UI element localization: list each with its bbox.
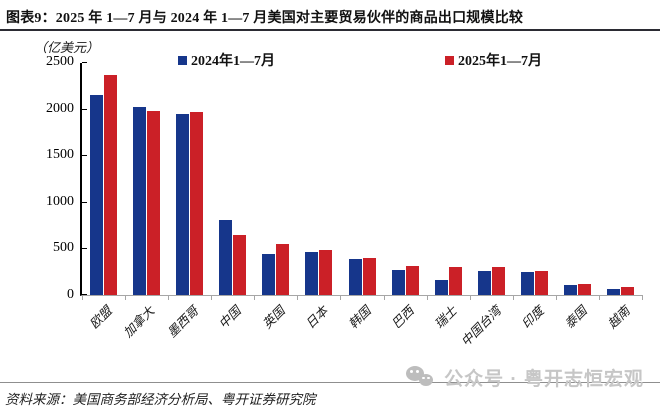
y-tick-mark xyxy=(82,294,87,295)
bar-group xyxy=(384,63,427,295)
bar xyxy=(362,258,376,295)
bar-group xyxy=(340,63,383,295)
y-tick-mark xyxy=(82,201,87,203)
bar xyxy=(448,267,462,295)
bar xyxy=(434,280,448,295)
bar xyxy=(520,272,534,295)
bar-group xyxy=(254,63,297,295)
bar xyxy=(348,259,362,295)
y-tick-label: 0 xyxy=(67,287,74,302)
x-tick-mark xyxy=(555,295,557,300)
x-category-label: 中国 xyxy=(216,303,245,332)
chart-legend: 2024年1—7月 2025年1—7月 xyxy=(178,50,542,70)
bar xyxy=(491,266,505,295)
bar xyxy=(219,219,233,295)
x-axis-labels: 欧盟 加拿大 墨西哥 中国 英国 日本 韩国 巴西 瑞士 中国台湾 印度 泰国 越南 xyxy=(82,63,642,349)
watermark-text: 公众号 · 粤开志恒宏观 xyxy=(444,369,644,390)
y-tick-mark xyxy=(82,155,87,157)
x-category-label: 泰国 xyxy=(562,303,590,332)
y-tick-label: 500 xyxy=(53,240,74,256)
x-tick-mark xyxy=(642,295,643,300)
bar xyxy=(405,266,419,295)
x-category-label: 日本 xyxy=(302,303,331,332)
x-tick-mark xyxy=(426,295,428,300)
footer-divider xyxy=(0,382,660,383)
x-tick-mark xyxy=(168,295,170,300)
x-tick-mark xyxy=(512,295,514,300)
bar xyxy=(190,112,204,295)
figure-title: 图表9：2025 年 1—7 月与 2024 年 1—7 月美国对主要贸易伙伴的… xyxy=(6,11,524,26)
legend-item-2025: 2025年1—7月 xyxy=(445,50,542,70)
bar-group xyxy=(168,63,211,295)
x-category-label: 巴西 xyxy=(389,303,417,332)
x-category-label: 瑞士 xyxy=(432,303,461,332)
bar xyxy=(577,283,591,295)
bar xyxy=(477,271,491,295)
bar xyxy=(276,243,290,295)
x-category-label: 英国 xyxy=(259,303,288,332)
x-tick-mark xyxy=(469,295,471,300)
bar-group xyxy=(82,63,125,295)
wechat-icon xyxy=(406,365,438,390)
x-tick-mark xyxy=(340,295,342,300)
bar xyxy=(176,114,190,295)
legend-label-2025: 2025年1—7月 xyxy=(458,54,542,69)
bar xyxy=(262,254,276,295)
bar-group xyxy=(470,63,513,295)
y-tick-label: 1500 xyxy=(46,147,74,163)
x-category-label: 加拿大 xyxy=(121,303,158,341)
x-category-label: 越南 xyxy=(605,303,634,332)
title-divider xyxy=(0,29,660,31)
bar-group xyxy=(297,63,340,295)
legend-label-2024: 2024年1—7月 xyxy=(191,54,275,69)
legend-swatch-2025 xyxy=(445,55,454,65)
bar xyxy=(620,287,634,295)
x-tick-mark xyxy=(211,295,213,300)
y-tick-label: 2000 xyxy=(46,100,74,116)
x-tick-mark xyxy=(254,295,256,300)
plot-area: 0 500 1000 1500 2000 2500 欧盟 加拿大 墨西哥 中国 英国 日本 韩国 巴西瑞… xyxy=(46,54,643,349)
x-category-label: 韩国 xyxy=(346,303,374,332)
bar xyxy=(147,111,161,295)
watermark: 公众号 · 粤开志恒宏观 xyxy=(406,364,644,391)
x-category-label: 中国台湾 xyxy=(458,303,504,350)
y-tick-label: 1000 xyxy=(46,193,74,209)
bar xyxy=(534,271,548,295)
legend-item-2024: 2024年1—7月 xyxy=(178,50,275,70)
bar-group xyxy=(513,63,556,295)
bar xyxy=(391,269,405,295)
x-category-label: 墨西哥 xyxy=(164,303,201,341)
bar-group xyxy=(599,63,642,295)
y-tick-label: 2500 xyxy=(46,54,74,69)
x-tick-mark xyxy=(297,295,299,300)
x-category-label: 印度 xyxy=(519,303,547,332)
bar-group xyxy=(556,63,599,295)
bar xyxy=(90,95,104,295)
x-tick-mark xyxy=(598,295,600,300)
bar xyxy=(305,252,319,295)
bar-group xyxy=(125,63,168,295)
x-tick-mark xyxy=(383,295,385,300)
y-axis-unit-label: （亿美元） xyxy=(34,40,100,55)
x-category-label: 欧盟 xyxy=(86,303,115,332)
bar-group xyxy=(427,63,470,295)
y-tick-mark xyxy=(82,62,87,63)
bar-group xyxy=(211,63,254,295)
bars-row xyxy=(82,63,642,295)
y-tick-mark xyxy=(82,108,87,110)
x-tick-mark xyxy=(125,295,127,300)
legend-swatch-2024 xyxy=(178,55,187,65)
y-tick-mark xyxy=(82,248,87,250)
source-note: 资料来源：美国商务部经济分析局、粤开证券研究院 xyxy=(5,392,316,407)
bar xyxy=(319,250,333,295)
bar xyxy=(606,288,620,295)
x-tick-mark xyxy=(82,295,83,300)
bar xyxy=(133,106,147,295)
bar xyxy=(104,75,118,295)
bar xyxy=(563,284,577,295)
bar xyxy=(233,234,247,295)
